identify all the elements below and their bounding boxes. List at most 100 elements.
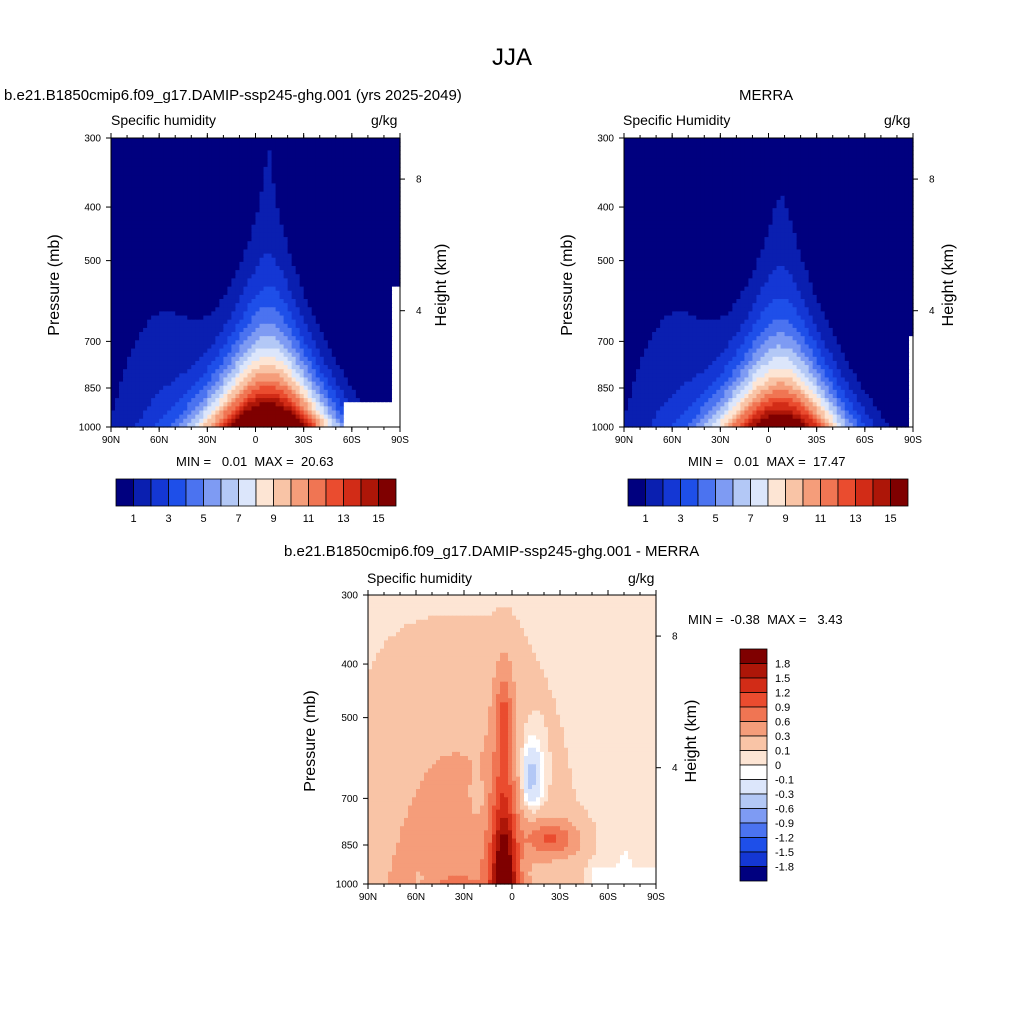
field-cell	[227, 410, 233, 416]
field-cell	[375, 327, 381, 333]
field-cell	[343, 377, 349, 383]
field-cell	[287, 274, 293, 279]
field-cell	[299, 195, 305, 201]
field-cell	[315, 410, 321, 416]
field-cell	[287, 237, 293, 242]
field-cell	[131, 356, 136, 362]
field-cell	[179, 365, 184, 370]
field-cell	[179, 166, 184, 172]
field-cell	[143, 241, 148, 246]
field-cell	[239, 352, 245, 358]
field-cell	[351, 158, 357, 164]
field-cell	[155, 315, 160, 321]
field-cell	[375, 402, 381, 407]
field-cell	[371, 286, 377, 292]
field-cell	[363, 199, 369, 205]
field-cell	[163, 278, 168, 284]
field-cell	[195, 142, 200, 147]
field-cell	[363, 373, 369, 379]
field-cell	[263, 290, 269, 296]
field-cell	[303, 344, 309, 350]
field-cell	[147, 142, 152, 147]
field-cell	[259, 282, 265, 288]
field-cell	[179, 414, 184, 420]
field-cell	[199, 360, 204, 366]
field-cell	[251, 377, 257, 383]
field-cell	[295, 369, 301, 374]
field-cell	[387, 241, 393, 246]
field-cell	[203, 303, 208, 308]
field-cell	[239, 369, 245, 374]
field-cell	[395, 365, 401, 370]
field-cell	[319, 381, 325, 387]
field-cell	[211, 224, 216, 230]
field-cell	[359, 282, 365, 288]
field-cell	[343, 175, 349, 180]
field-cell	[363, 208, 369, 213]
field-cell	[263, 278, 269, 284]
field-cell	[147, 385, 152, 391]
field-cell	[275, 270, 281, 275]
field-cell	[179, 402, 184, 407]
field-cell	[379, 237, 385, 242]
field-cell	[319, 389, 325, 395]
field-cell	[283, 166, 289, 172]
field-cell	[283, 410, 289, 416]
field-cell	[315, 232, 321, 238]
field-cell	[167, 323, 172, 329]
field-cell	[395, 332, 401, 337]
field-cell	[347, 146, 353, 151]
field-cell	[327, 278, 333, 284]
field-cell	[359, 154, 365, 160]
field-cell	[247, 377, 253, 383]
field-cell	[283, 336, 289, 341]
field-cell	[227, 146, 233, 151]
field-cell	[243, 377, 249, 383]
field-cell	[343, 303, 349, 308]
field-cell	[267, 204, 273, 209]
field-cell	[339, 212, 345, 218]
field-cell	[359, 274, 365, 279]
field-cell	[383, 212, 389, 218]
field-cell	[307, 311, 313, 317]
field-cell	[115, 216, 120, 222]
field-cell	[363, 410, 369, 416]
field-cell	[219, 365, 224, 370]
field-cell	[111, 245, 116, 251]
field-cell	[343, 307, 349, 312]
field-cell	[215, 270, 220, 275]
field-cell	[391, 212, 397, 218]
field-cell	[239, 278, 245, 284]
field-cell	[179, 162, 184, 168]
field-cell	[151, 348, 156, 354]
field-cell	[363, 150, 369, 156]
field-cell	[179, 146, 184, 151]
field-cell	[339, 307, 345, 312]
field-cell	[327, 393, 333, 399]
field-cell	[167, 212, 172, 218]
field-cell	[283, 208, 289, 213]
field-cell	[139, 224, 144, 230]
field-cell	[191, 385, 196, 391]
field-cell	[215, 232, 220, 238]
field-cell	[115, 162, 120, 168]
field-cell	[251, 220, 257, 226]
field-cell	[267, 389, 273, 395]
field-cell	[251, 356, 257, 362]
field-cell	[387, 237, 393, 242]
field-cell	[323, 381, 329, 387]
field-cell	[243, 175, 249, 180]
field-cell	[327, 154, 333, 160]
field-cell	[131, 166, 136, 172]
field-cell	[279, 208, 285, 213]
field-cell	[391, 377, 397, 383]
field-cell	[167, 389, 172, 395]
field-cell	[259, 179, 265, 185]
field-cell	[275, 344, 281, 350]
field-cell	[283, 323, 289, 329]
field-cell	[211, 356, 216, 362]
field-cell	[335, 377, 341, 383]
field-cell	[131, 282, 136, 288]
field-cell	[303, 360, 309, 366]
field-cell	[335, 286, 341, 292]
